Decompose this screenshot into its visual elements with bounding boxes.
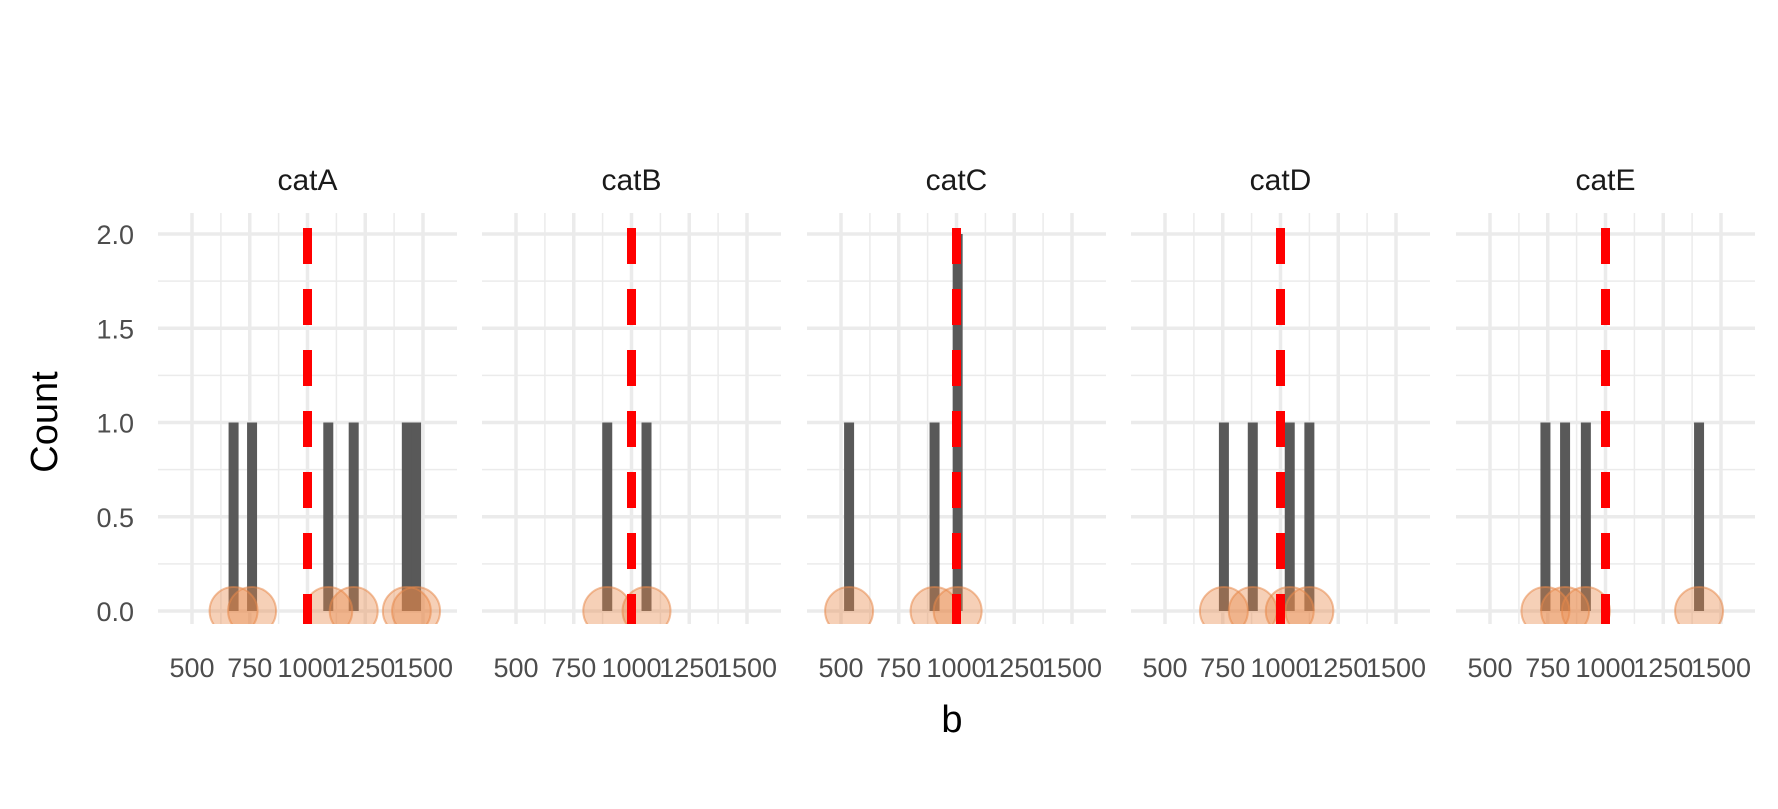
histogram-bar: [602, 422, 613, 611]
data-point: [1520, 586, 1571, 624]
x-tick-label: 500: [1142, 653, 1187, 683]
x-tick-label: 1250: [659, 653, 719, 683]
x-tick-label: 1000: [1250, 653, 1310, 683]
data-point: [824, 586, 875, 624]
histogram-bar: [1284, 422, 1295, 611]
histogram-bar: [1218, 422, 1229, 611]
x-tick-label: 1250: [1308, 653, 1368, 683]
histogram-bar: [323, 422, 334, 611]
facet-strip-label: catA: [277, 164, 337, 197]
x-tick-label: 1500: [717, 653, 777, 683]
y-tick-label: 1.5: [96, 314, 134, 344]
x-tick-label: 750: [551, 653, 596, 683]
data-point: [1674, 586, 1725, 624]
facet-plot-area: [824, 228, 983, 624]
histogram-bar: [1540, 422, 1551, 611]
histogram-bar: [1580, 422, 1591, 611]
histogram-bar: [929, 422, 940, 611]
facet-plot-area: [582, 228, 672, 624]
data-point: [381, 586, 432, 624]
data-point: [391, 586, 442, 624]
x-tick-label: 1250: [335, 653, 395, 683]
y-axis-title: Count: [24, 371, 66, 473]
histogram-bar: [641, 422, 652, 611]
x-tick-label: 1000: [601, 653, 661, 683]
data-point: [1540, 586, 1591, 624]
histogram-bar: [247, 422, 258, 611]
histogram-bar: [348, 422, 359, 611]
data-point: [328, 586, 379, 624]
histogram-bar: [1304, 422, 1315, 611]
data-point: [1198, 586, 1249, 624]
histogram-bar: [1694, 422, 1705, 611]
x-tick-label: 1250: [984, 653, 1044, 683]
y-tick-label: 1.0: [96, 409, 134, 439]
histogram-bar: [411, 422, 422, 611]
x-tick-label: 750: [1525, 653, 1570, 683]
y-tick-label: 0.5: [96, 503, 134, 533]
data-point: [1284, 586, 1335, 624]
facet-strip-label: catB: [601, 164, 661, 197]
facet-plot-area: [1520, 228, 1725, 624]
y-tick-label: 0.0: [96, 597, 134, 627]
x-tick-label: 1250: [1633, 653, 1693, 683]
facet-strip-label: catC: [926, 164, 988, 197]
y-tick-label: 2.0: [96, 220, 134, 250]
x-tick-label: 1000: [277, 653, 337, 683]
x-tick-label: 500: [818, 653, 863, 683]
facet-plot-area: [208, 228, 442, 624]
x-tick-label: 1500: [1042, 653, 1102, 683]
facet-plot-area: [1198, 228, 1335, 624]
x-tick-label: 1000: [926, 653, 986, 683]
x-tick-label: 750: [876, 653, 921, 683]
histogram-bar: [844, 422, 855, 611]
x-tick-label: 1000: [1575, 653, 1635, 683]
x-tick-label: 500: [169, 653, 214, 683]
x-axis-title: b: [941, 699, 962, 741]
facet-strip-label: catD: [1250, 164, 1312, 197]
x-tick-label: 750: [1200, 653, 1245, 683]
x-tick-label: 1500: [1366, 653, 1426, 683]
histogram-bar: [228, 422, 239, 611]
data-point: [227, 586, 278, 624]
histogram-bar: [401, 422, 412, 611]
x-tick-label: 1500: [393, 653, 453, 683]
histogram-bar: [1560, 422, 1571, 611]
x-tick-label: 500: [493, 653, 538, 683]
facet-strip-label: catE: [1575, 164, 1635, 197]
x-tick-label: 1500: [1691, 653, 1751, 683]
x-tick-label: 500: [1467, 653, 1512, 683]
y-axis-ticks: 0.0 0.5 1.0 1.5 2.0: [96, 220, 134, 627]
histogram-bar: [1247, 422, 1258, 611]
data-point: [208, 586, 259, 624]
x-tick-label: 750: [227, 653, 272, 683]
